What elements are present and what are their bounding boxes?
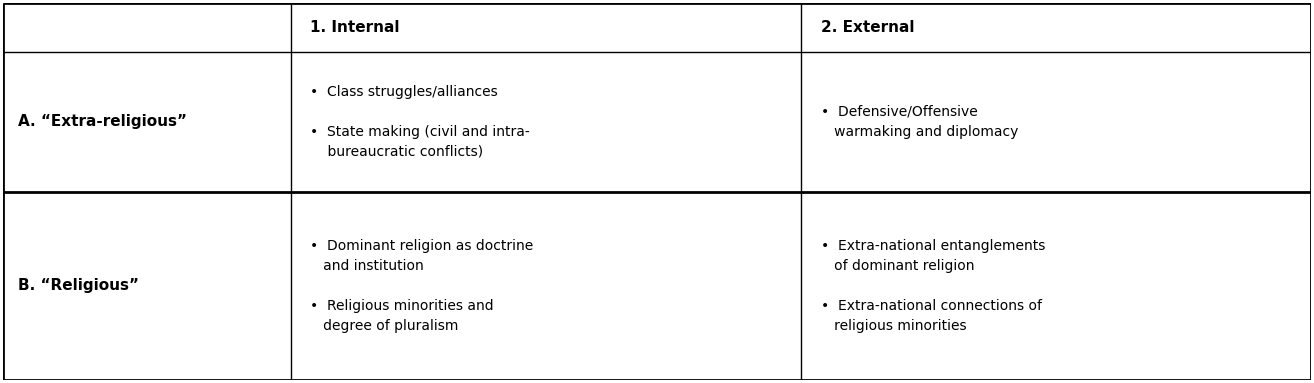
Text: •  Class struggles/alliances

•  State making (civil and intra-
    bureaucratic: • Class struggles/alliances • State maki… <box>310 85 530 159</box>
Text: 1. Internal: 1. Internal <box>310 20 399 35</box>
Text: •  Defensive/Offensive
   warmaking and diplomacy: • Defensive/Offensive warmaking and dipl… <box>820 105 1018 139</box>
Text: •  Extra-national entanglements
   of dominant religion

•  Extra-national conne: • Extra-national entanglements of domina… <box>820 239 1045 333</box>
Text: A. “Extra-religious”: A. “Extra-religious” <box>18 114 188 129</box>
Text: •  Dominant religion as doctrine
   and institution

•  Religious minorities and: • Dominant religion as doctrine and inst… <box>310 239 533 333</box>
Text: 2. External: 2. External <box>820 20 915 35</box>
Text: B. “Religious”: B. “Religious” <box>18 278 139 293</box>
